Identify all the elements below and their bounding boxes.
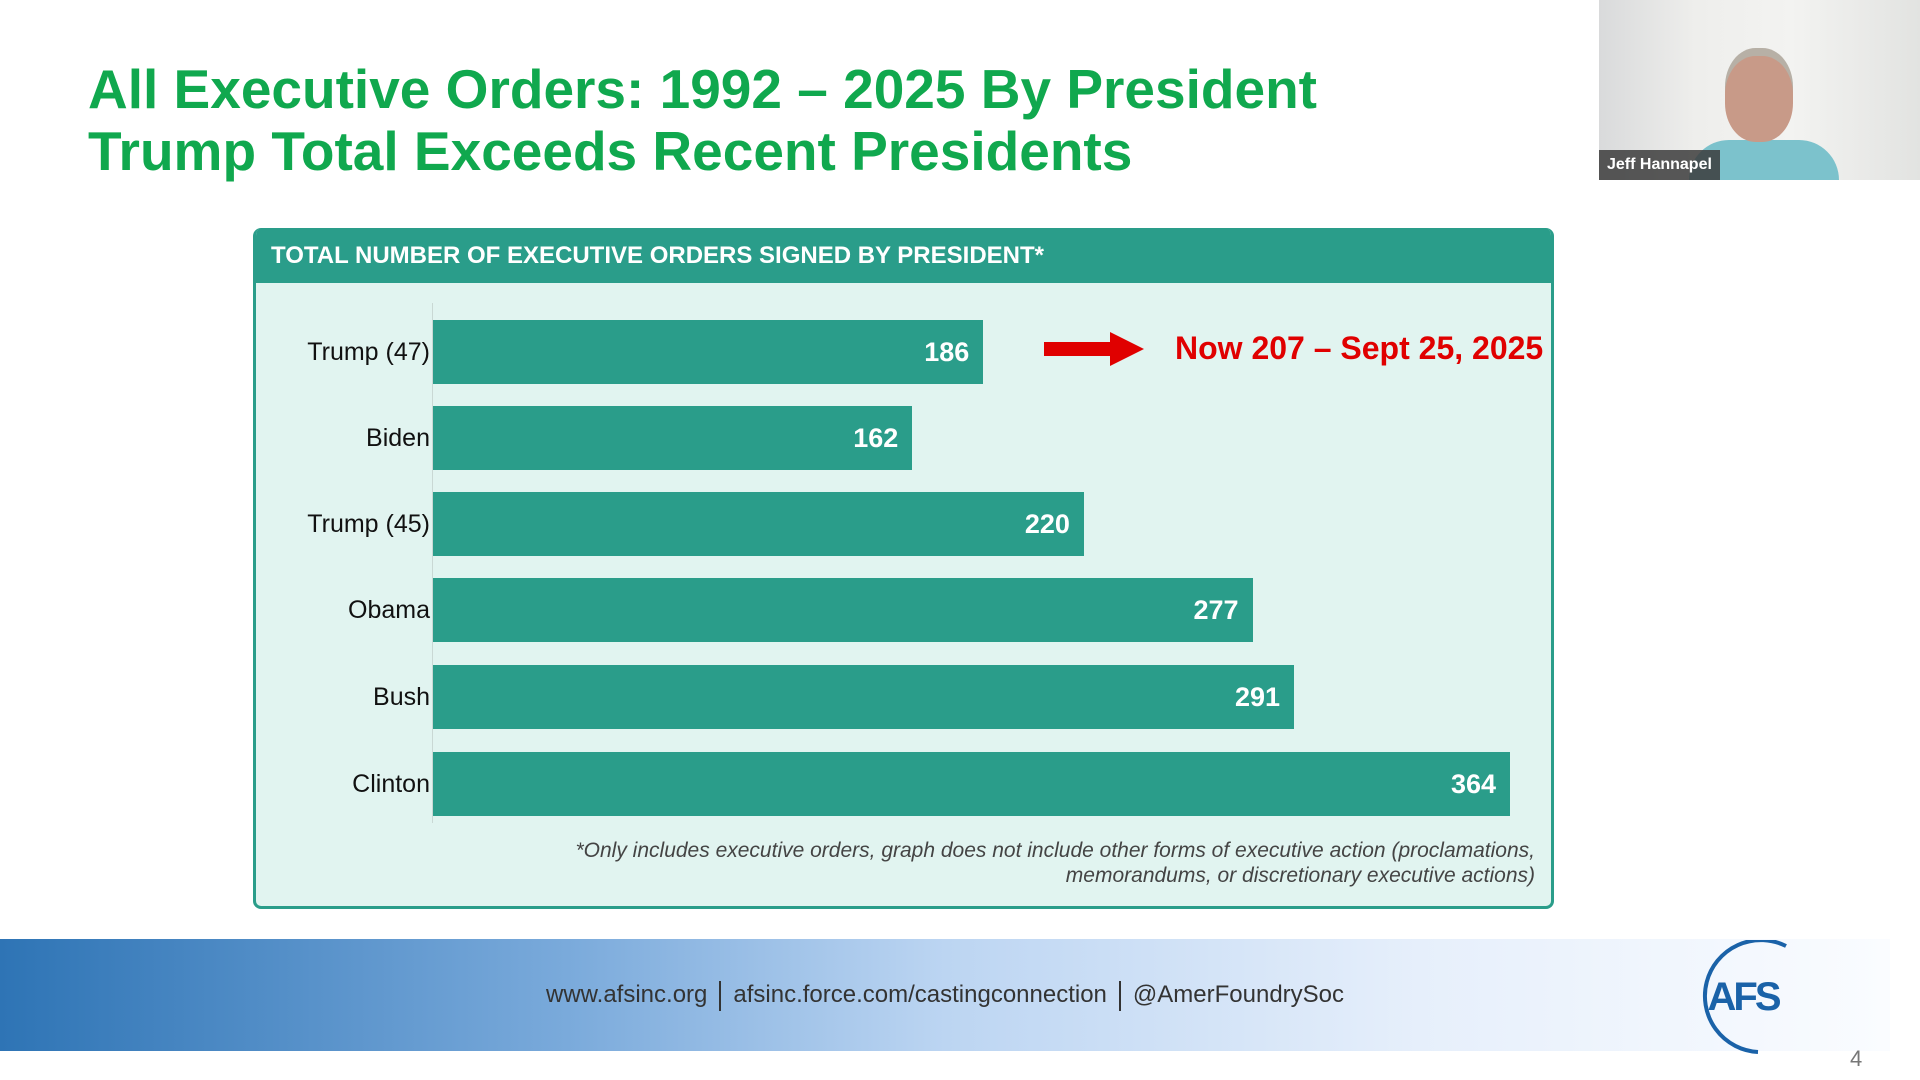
bar: 277 bbox=[433, 578, 1253, 642]
category-label: Obama bbox=[348, 596, 430, 624]
bar-row: Obama 277 bbox=[256, 578, 1551, 642]
divider bbox=[1118, 980, 1121, 1011]
value-label: 364 bbox=[1450, 769, 1496, 799]
footnote-line-2: memorandums, or discretionary executive … bbox=[1065, 864, 1535, 887]
bar-row: Trump (47) 186 bbox=[256, 320, 1551, 384]
bar-row: Trump (45) 220 bbox=[256, 492, 1551, 556]
svg-text:AFS: AFS bbox=[1708, 975, 1781, 1019]
title-line-1: All Executive Orders: 1992 – 2025 By Pre… bbox=[88, 58, 1317, 120]
chart-panel: TOTAL NUMBER OF EXECUTIVE ORDERS SIGNED … bbox=[253, 228, 1554, 909]
social-handle[interactable]: @AmerFoundrySoc bbox=[1132, 981, 1345, 1008]
divider bbox=[719, 980, 722, 1011]
category-label: Trump (45) bbox=[307, 510, 430, 538]
bar: 220 bbox=[433, 492, 1084, 556]
chart-title: TOTAL NUMBER OF EXECUTIVE ORDERS SIGNED … bbox=[256, 228, 1551, 283]
category-label: Bush bbox=[373, 683, 430, 711]
title-line-2: Trump Total Exceeds Recent Presidents bbox=[88, 120, 1133, 182]
bar: 186 bbox=[433, 320, 984, 384]
slide-footer: www.afsinc.org afsinc.force.com/castingco… bbox=[0, 939, 1890, 1051]
value-label: 186 bbox=[924, 337, 970, 367]
page-number: 4 bbox=[1850, 1046, 1863, 1071]
value-label: 277 bbox=[1193, 595, 1239, 625]
bar: 291 bbox=[433, 665, 1294, 729]
category-label: Biden bbox=[366, 424, 430, 452]
bar: 364 bbox=[433, 752, 1510, 816]
bar-row: Bush 291 bbox=[256, 665, 1551, 729]
participant-head bbox=[1725, 56, 1793, 142]
footnote-line-1: *Only includes executive orders, graph d… bbox=[575, 839, 1536, 862]
website-link[interactable]: www.afsinc.org bbox=[545, 981, 708, 1008]
bar-row: Biden 162 bbox=[256, 406, 1551, 470]
slide-title: All Executive Orders: 1992 – 2025 By Pre… bbox=[88, 58, 1317, 182]
casting-connection-link[interactable]: afsinc.force.com/castingconnection bbox=[733, 981, 1107, 1008]
value-label: 162 bbox=[853, 423, 899, 453]
value-label: 220 bbox=[1024, 509, 1070, 539]
afs-logo: AFS bbox=[1702, 940, 1787, 1054]
participant-video[interactable]: Jeff Hannapel bbox=[1599, 0, 1920, 180]
chart-footnote: *Only includes executive orders, graph d… bbox=[576, 838, 1536, 888]
category-label: Trump (47) bbox=[307, 338, 430, 366]
bar-row: Clinton 364 bbox=[256, 752, 1551, 816]
category-label: Clinton bbox=[352, 770, 430, 798]
category-axis-line bbox=[432, 303, 433, 823]
value-label: 291 bbox=[1234, 682, 1280, 712]
participant-name: Jeff Hannapel bbox=[1599, 150, 1720, 180]
annotation-text: Now 207 – Sept 25, 2025 bbox=[1175, 330, 1544, 366]
bar: 162 bbox=[433, 406, 913, 470]
right-arrow-icon bbox=[1044, 332, 1144, 366]
